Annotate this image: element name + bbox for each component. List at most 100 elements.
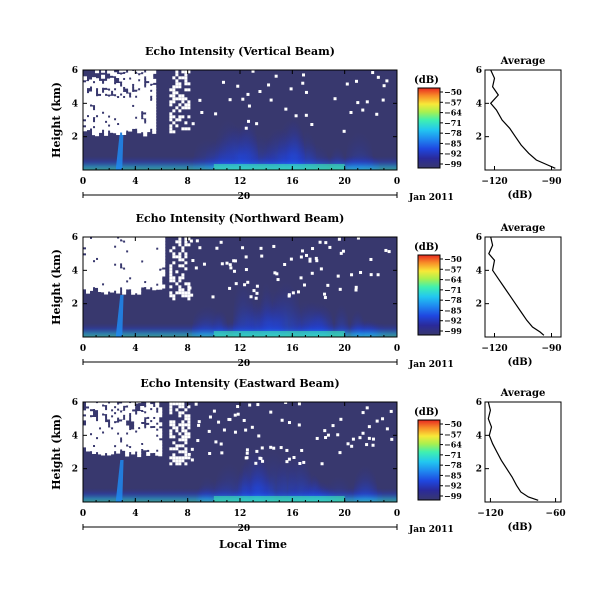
no-data-cell <box>125 117 130 122</box>
no-data-cell <box>110 417 115 422</box>
no-data-cell <box>98 408 103 413</box>
no-data-cell <box>83 112 87 117</box>
no-data-cell <box>89 274 94 279</box>
no-data-cell <box>259 457 263 461</box>
no-data-cell <box>140 89 145 94</box>
no-data-cell <box>140 107 145 112</box>
no-data-cell <box>172 85 176 89</box>
no-data-cell <box>178 405 182 409</box>
no-data-cell <box>146 246 151 251</box>
no-data-cell <box>89 244 94 249</box>
no-data-cell <box>181 276 185 280</box>
no-data-cell <box>86 441 91 446</box>
no-data-cell <box>86 120 91 125</box>
no-data-cell <box>143 274 148 279</box>
no-data-cell <box>178 252 182 256</box>
no-data-cell <box>146 243 151 248</box>
no-data-cell <box>113 129 118 134</box>
no-data-cell <box>113 259 118 264</box>
no-data-cell <box>149 238 154 243</box>
no-data-cell <box>95 253 100 258</box>
echo-streak <box>115 460 124 502</box>
no-data-cell <box>119 433 124 438</box>
no-data-cell <box>137 281 142 286</box>
no-data-cell <box>208 451 212 455</box>
no-data-cell <box>122 124 127 129</box>
no-data-cell <box>98 107 103 112</box>
no-data-cell <box>143 434 148 439</box>
no-data-cell <box>146 261 151 266</box>
no-data-cell <box>107 263 112 268</box>
no-data-cell <box>101 421 106 426</box>
no-data-cell <box>122 115 127 120</box>
no-data-cell <box>98 450 103 455</box>
no-data-cell <box>255 449 259 453</box>
no-data-cell <box>92 86 97 91</box>
no-data-cell <box>181 402 185 406</box>
colorbar-unit: (dB) <box>414 75 439 86</box>
no-data-cell <box>152 102 157 107</box>
no-data-cell <box>116 286 121 291</box>
no-data-cell <box>149 85 154 90</box>
no-data-cell <box>175 79 179 83</box>
no-data-cell <box>128 121 133 126</box>
no-data-cell <box>125 410 130 415</box>
no-data-cell <box>83 425 87 430</box>
no-data-cell <box>101 409 106 414</box>
no-data-cell <box>181 429 185 433</box>
no-data-cell <box>119 259 124 264</box>
no-data-cell <box>128 85 133 90</box>
x-tick-label: 16 <box>286 344 299 354</box>
no-data-cell <box>95 424 100 429</box>
no-data-cell <box>86 262 91 267</box>
no-data-cell <box>125 452 130 457</box>
no-data-cell <box>125 120 130 125</box>
no-data-cell <box>98 444 103 449</box>
no-data-cell <box>184 73 188 77</box>
x-tick-label: 12 <box>234 509 247 519</box>
no-data-cell <box>101 279 106 284</box>
no-data-cell <box>125 102 130 107</box>
no-data-cell <box>89 250 94 255</box>
no-data-cell <box>110 429 115 434</box>
no-data-cell <box>280 418 284 422</box>
no-data-cell <box>131 254 136 259</box>
no-data-cell <box>107 237 112 241</box>
no-data-cell <box>161 248 166 253</box>
no-data-cell <box>98 279 103 284</box>
no-data-cell <box>140 280 145 285</box>
no-data-cell <box>269 445 273 449</box>
no-data-cell <box>184 435 188 439</box>
average-y-tick-label: 2 <box>476 465 482 475</box>
no-data-cell <box>110 71 115 76</box>
colorbar-tick-label: −50 <box>444 254 462 264</box>
y-tick-label: 2 <box>72 133 78 143</box>
colorbar-tick-label: −57 <box>444 97 462 107</box>
no-data-cell <box>104 260 109 265</box>
no-data-cell <box>128 261 133 266</box>
no-data-cell <box>140 436 145 441</box>
no-data-cell <box>131 76 136 81</box>
no-data-cell <box>116 259 121 264</box>
no-data-cell <box>98 423 103 428</box>
no-data-cell <box>187 456 191 460</box>
echo-layer <box>83 103 397 170</box>
no-data-cell <box>131 432 136 437</box>
no-data-cell <box>116 244 121 249</box>
no-data-cell <box>128 439 133 444</box>
no-data-cell <box>155 273 160 278</box>
no-data-cell <box>137 123 142 128</box>
no-data-cell <box>137 114 142 119</box>
no-data-cell <box>233 259 237 263</box>
no-data-cell <box>113 271 118 276</box>
no-data-cell <box>125 96 130 101</box>
no-data-cell <box>341 249 345 253</box>
no-data-cell <box>83 276 87 281</box>
no-data-cell <box>172 423 176 427</box>
no-data-cell <box>116 410 121 415</box>
no-data-cell <box>181 115 185 119</box>
no-data-cell <box>131 281 136 286</box>
no-data-cell <box>178 411 182 415</box>
no-data-cell <box>89 271 94 276</box>
no-data-cell <box>143 238 148 243</box>
